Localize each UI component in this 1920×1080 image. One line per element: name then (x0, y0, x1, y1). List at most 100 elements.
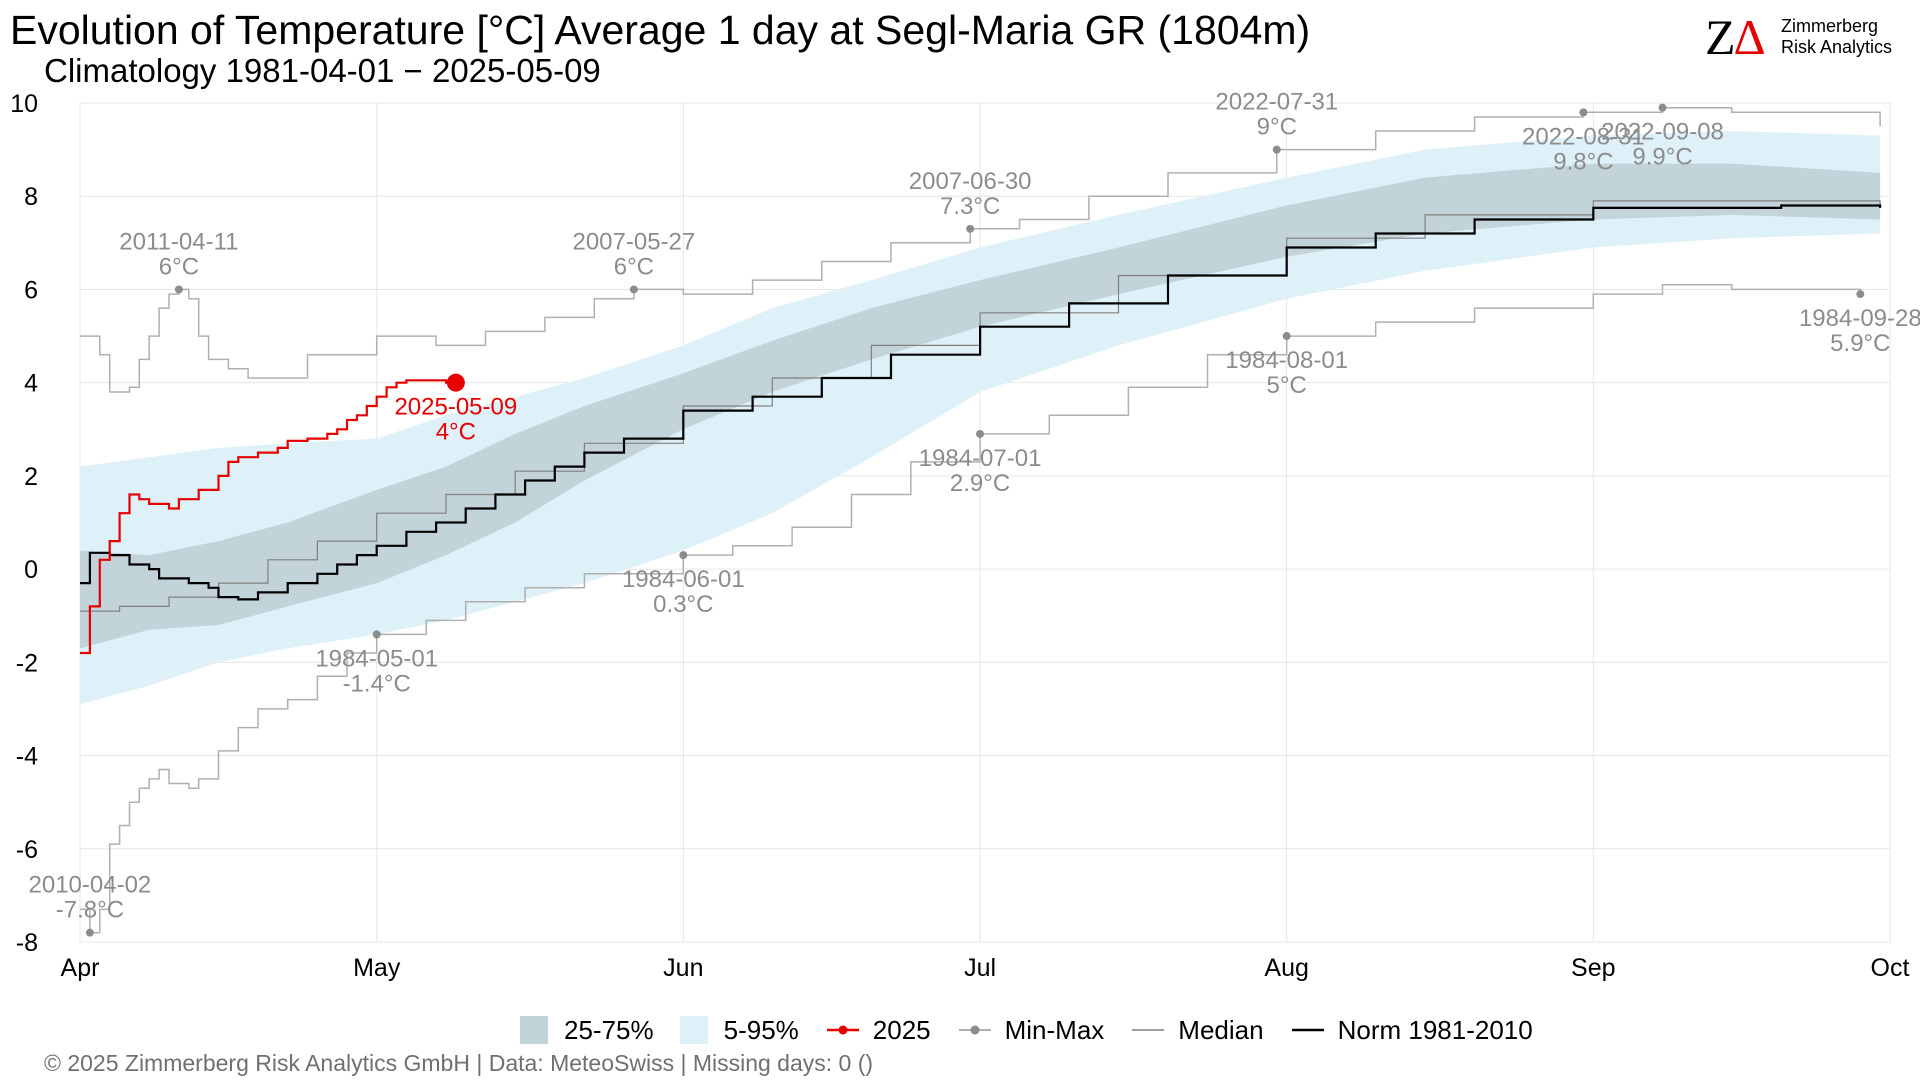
band-5-95 (80, 131, 1881, 705)
series-min-line (80, 284, 1862, 934)
series-norm-line (80, 204, 1882, 601)
annotation-point (446, 373, 465, 392)
annotation-max-5: 2022-09-089.9°C (1601, 103, 1724, 171)
logo-text: Zimmerberg Risk Analytics (1781, 16, 1892, 58)
annotation-max-1: 2007-05-276°C (572, 228, 695, 294)
annotation-date-label: 1984-08-01 (1225, 347, 1348, 374)
chart-legend: 25-75% 5-95% 2025 Min-Max Median Norm 19… (520, 1013, 1559, 1047)
annotation-date-label: 1984-07-01 (919, 445, 1042, 472)
annotation-date-label: 1984-06-01 (622, 566, 745, 593)
annotation-date-label: 2025-05-09 (394, 394, 517, 421)
legend-key-median (1132, 1029, 1165, 1031)
y-tick-label: -4 (16, 743, 38, 771)
legend-key-min-max (958, 1025, 991, 1035)
annotation-min-10: 1984-08-015°C (1225, 332, 1348, 399)
annotation-point (679, 551, 688, 560)
annotation-value-label: 7.3°C (940, 193, 1000, 220)
annotation-point (1282, 332, 1291, 341)
legend-swatch-5-95 (679, 1016, 708, 1044)
legend-key-2025 (826, 1025, 859, 1035)
annotation-min-6: 2010-04-02-7.8°C (29, 872, 152, 937)
y-tick-label: 8 (24, 183, 38, 211)
annotation-date-label: 2022-09-08 (1601, 119, 1724, 146)
logo-line-2: Risk Analytics (1781, 37, 1893, 57)
legend-item-norm: Norm 1981-2010 (1290, 1015, 1533, 1046)
x-tick-label: May (353, 954, 401, 982)
annotation-point (966, 224, 975, 233)
annotation-point (1272, 145, 1281, 154)
annotation-value-label: 5°C (1267, 372, 1307, 399)
annotation-value-label: -1.4°C (343, 670, 411, 697)
temperature-chart: 2011-04-116°C2007-05-276°C2007-06-307.3°… (10, 89, 1920, 982)
annotation-value-label: 6°C (159, 253, 199, 280)
x-tick-label: Jun (663, 954, 703, 982)
annotation-value-label: 5.9°C (1830, 330, 1890, 357)
y-tick-label: -8 (16, 929, 38, 957)
legend-swatch-25-75 (520, 1016, 548, 1044)
y-tick-label: 2 (24, 463, 38, 491)
annotation-date-label: 2011-04-11 (119, 228, 238, 255)
legend-label-5-95: 5-95% (723, 1014, 799, 1045)
annotation-value-label: 6°C (614, 253, 654, 280)
y-tick-label: -2 (16, 649, 38, 677)
annotation-value-label: 9.8°C (1553, 148, 1613, 175)
logo-line-1: Zimmerberg (1781, 16, 1879, 36)
annotation-date-label: 2022-07-31 (1215, 89, 1338, 116)
annotation-point (1658, 103, 1667, 112)
annotation-max-4: 2022-08-319.8°C (1522, 108, 1645, 175)
annotation-point (1856, 290, 1865, 299)
annotation-date-label: 2007-05-27 (572, 228, 695, 255)
annotation-min-11: 1984-09-285.9°C (1799, 290, 1920, 357)
y-tick-label: -6 (16, 836, 38, 864)
y-tick-label: 10 (10, 90, 38, 118)
annotation-date-label: 1984-09-28 (1799, 305, 1920, 332)
y-tick-label: 4 (24, 370, 38, 398)
annotation-date-label: 2022-08-31 (1522, 123, 1645, 150)
logo-mark: ZΔ (1705, 9, 1766, 65)
annotation-date-label: 1984-05-01 (315, 645, 438, 672)
annotation-value-label: 4°C (436, 419, 476, 446)
series-median-line (80, 200, 1881, 612)
legend-label-2025: 2025 (872, 1014, 931, 1045)
annotation-current-12: 2025-05-094°C (394, 373, 517, 446)
x-tick-label: Aug (1264, 954, 1308, 982)
annotation-min-8: 1984-06-010.3°C (622, 551, 745, 618)
annotation-value-label: 9.9°C (1632, 144, 1692, 171)
annotation-min-9: 1984-07-012.9°C (919, 429, 1042, 497)
band-25-75 (80, 163, 1881, 649)
legend-item-25-75: 25-75% (520, 1015, 654, 1046)
annotation-point (1579, 108, 1588, 117)
y-tick-label: 6 (24, 276, 38, 304)
annotation-point (629, 285, 638, 294)
footer-credit: © 2025 Zimmerberg Risk Analytics GmbH | … (44, 1050, 874, 1076)
annotation-min-7: 1984-05-01-1.4°C (315, 630, 438, 697)
annotation-max-2: 2007-06-307.3°C (909, 168, 1032, 233)
logo-mark-z: Z (1705, 9, 1736, 65)
annotation-value-label: 0.3°C (653, 591, 713, 618)
x-tick-label: Sep (1571, 954, 1615, 982)
x-tick-label: Apr (61, 954, 100, 982)
annotation-point (372, 630, 381, 639)
annotation-value-label: 2.9°C (950, 470, 1010, 497)
x-tick-label: Jul (964, 954, 996, 982)
legend-item-min-max: Min-Max (957, 1014, 1105, 1046)
legend-item-median: Median (1130, 1014, 1264, 1046)
annotation-value-label: -7.8°C (56, 897, 124, 924)
chart-subtitle: Climatology 1981-04-01 − 2025-05-09 (44, 52, 601, 89)
company-logo: ZΔ Zimmerberg Risk Analytics (1705, 12, 1905, 62)
legend-item-5-95: 5-95% (679, 1014, 799, 1046)
annotation-max-0: 2011-04-116°C (119, 228, 239, 294)
annotation-value-label: 9°C (1257, 114, 1297, 141)
annotation-point (976, 429, 985, 438)
y-tick-label: 0 (24, 556, 38, 584)
legend-item-2025: 2025 (825, 1015, 931, 1046)
annotation-date-label: 2010-04-02 (29, 872, 152, 899)
annotation-max-3: 2022-07-319°C (1215, 89, 1338, 154)
legend-label-min-max: Min-Max (1004, 1014, 1105, 1045)
logo-mark-delta: Δ (1733, 9, 1766, 65)
legend-label-median: Median (1178, 1014, 1264, 1045)
series-2025-line (80, 379, 456, 655)
annotation-date-label: 2007-06-30 (909, 168, 1032, 195)
legend-key-norm (1291, 1028, 1324, 1032)
legend-label-norm: Norm 1981-2010 (1337, 1014, 1533, 1045)
